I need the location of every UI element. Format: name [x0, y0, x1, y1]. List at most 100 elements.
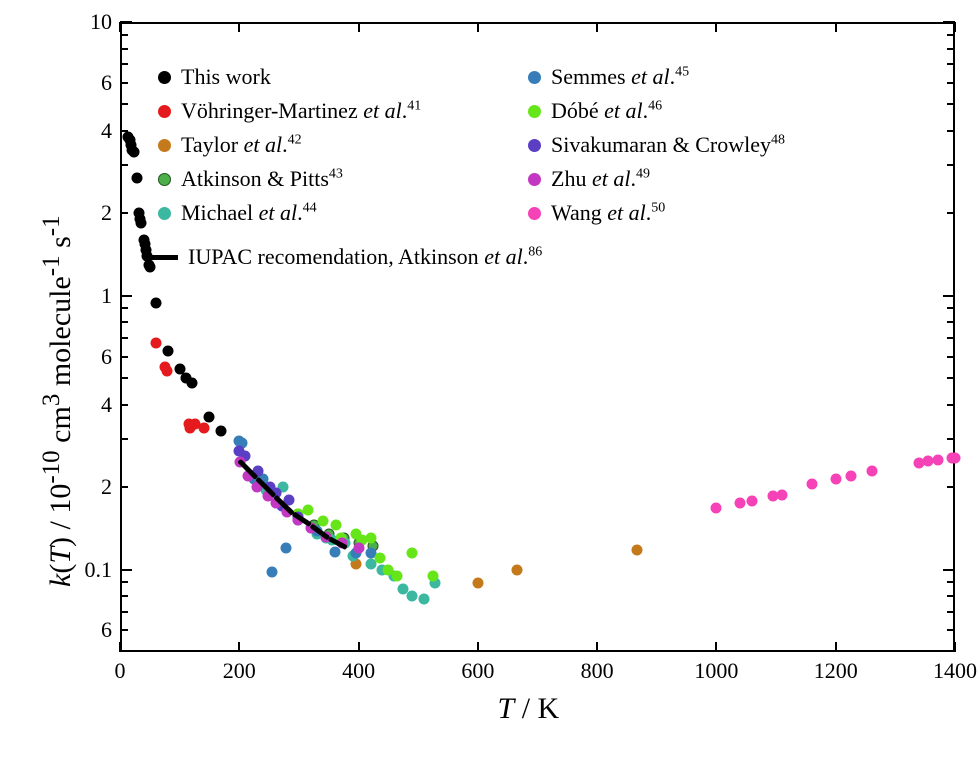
legend-label: IUPAC recomendation, Atkinson et al.86	[188, 244, 542, 270]
y-tick	[947, 486, 955, 488]
legend-marker-icon	[158, 71, 171, 84]
y-tick	[943, 295, 955, 297]
chart-container: This work Vöhringer-Martinez et al.41 Tayl…	[0, 0, 980, 764]
y-tick-label: 6	[101, 344, 112, 370]
data-point	[129, 147, 140, 158]
y-tick	[947, 307, 955, 309]
legend-marker-icon	[528, 139, 541, 152]
legend-marker-icon	[158, 105, 171, 118]
legend-label: Atkinson & Pitts43	[181, 166, 343, 192]
y-tick	[947, 356, 955, 358]
legend-label: Wang et al.50	[551, 200, 665, 226]
data-point	[204, 412, 215, 423]
data-point	[735, 498, 746, 509]
data-point	[131, 172, 142, 183]
legend-line-icon	[150, 255, 178, 260]
y-tick-label: 6	[101, 617, 112, 643]
data-point	[144, 262, 155, 273]
legend-label: This work	[181, 64, 271, 90]
x-tick-top	[835, 22, 837, 32]
y-tick	[120, 307, 128, 309]
y-tick	[120, 486, 128, 488]
y-tick-label: 1	[101, 283, 112, 309]
data-point	[747, 496, 758, 507]
y-tick	[120, 82, 128, 84]
y-tick	[120, 212, 128, 214]
y-tick	[947, 103, 955, 105]
y-tick	[120, 629, 128, 631]
legend-item: Sivakumaran & Crowley48	[528, 132, 785, 158]
x-tick	[358, 642, 360, 652]
y-tick-label: 4	[101, 392, 112, 418]
legend-label: Michael et al.44	[181, 200, 317, 226]
x-tick-top	[358, 22, 360, 32]
data-point	[280, 542, 291, 553]
legend-marker-icon	[528, 71, 541, 84]
data-point	[866, 465, 877, 476]
data-point	[375, 553, 386, 564]
y-tick	[947, 377, 955, 379]
y-tick	[120, 321, 128, 323]
data-point	[216, 426, 227, 437]
legend-item: Atkinson & Pitts43	[158, 166, 343, 192]
data-point	[428, 570, 439, 581]
x-tick-top	[238, 22, 240, 32]
y-tick	[947, 438, 955, 440]
legend-marker-icon	[528, 105, 541, 118]
legend-item-iupac: IUPAC recomendation, Atkinson et al.86	[150, 244, 542, 270]
legend-item: Zhu et al.49	[528, 166, 650, 192]
legend-item: Taylor et al.42	[158, 132, 302, 158]
y-tick	[943, 569, 955, 571]
data-point	[777, 489, 788, 500]
y-tick-label: 2	[101, 200, 112, 226]
data-point	[186, 378, 197, 389]
data-point	[365, 533, 376, 544]
x-tick	[238, 642, 240, 652]
data-point	[845, 470, 856, 481]
x-tick	[119, 642, 121, 652]
data-point	[330, 520, 341, 531]
y-tick	[120, 611, 128, 613]
data-point	[267, 566, 278, 577]
data-point	[407, 547, 418, 558]
y-tick	[120, 21, 132, 23]
y-tick	[947, 34, 955, 36]
data-point	[150, 338, 161, 349]
data-point	[419, 594, 430, 605]
y-tick	[947, 595, 955, 597]
y-tick	[120, 164, 128, 166]
data-point	[806, 479, 817, 490]
y-tick	[947, 611, 955, 613]
y-tick-label: 6	[101, 70, 112, 96]
y-tick	[120, 356, 128, 358]
y-tick-label: 2	[101, 474, 112, 500]
y-tick	[120, 595, 128, 597]
data-point	[830, 473, 841, 484]
data-point	[353, 542, 364, 553]
y-tick-label: 0.1	[85, 557, 113, 583]
legend-label: Taylor et al.42	[181, 132, 302, 158]
data-point	[150, 298, 161, 309]
legend-marker-icon	[158, 207, 171, 220]
legend-item: Vöhringer-Martinez et al.41	[158, 98, 421, 124]
legend-label: Vöhringer-Martinez et al.41	[181, 98, 421, 124]
legend-item: Semmes et al.45	[528, 64, 689, 90]
x-tick-label: 1000	[691, 658, 741, 684]
x-tick	[954, 642, 956, 652]
x-tick-label: 1200	[811, 658, 861, 684]
y-tick	[120, 569, 132, 571]
x-axis-label: T / K	[498, 692, 560, 726]
legend-label: Semmes et al.45	[551, 64, 689, 90]
y-tick	[120, 377, 128, 379]
data-point	[392, 570, 403, 581]
y-tick	[120, 63, 128, 65]
x-tick-label: 0	[95, 658, 145, 684]
y-tick	[120, 34, 128, 36]
y-tick	[120, 103, 128, 105]
legend-item: Wang et al.50	[528, 200, 665, 226]
data-point	[950, 453, 961, 464]
x-tick-label: 600	[453, 658, 503, 684]
x-tick-label: 800	[572, 658, 622, 684]
y-tick	[120, 295, 132, 297]
data-point	[161, 366, 172, 377]
